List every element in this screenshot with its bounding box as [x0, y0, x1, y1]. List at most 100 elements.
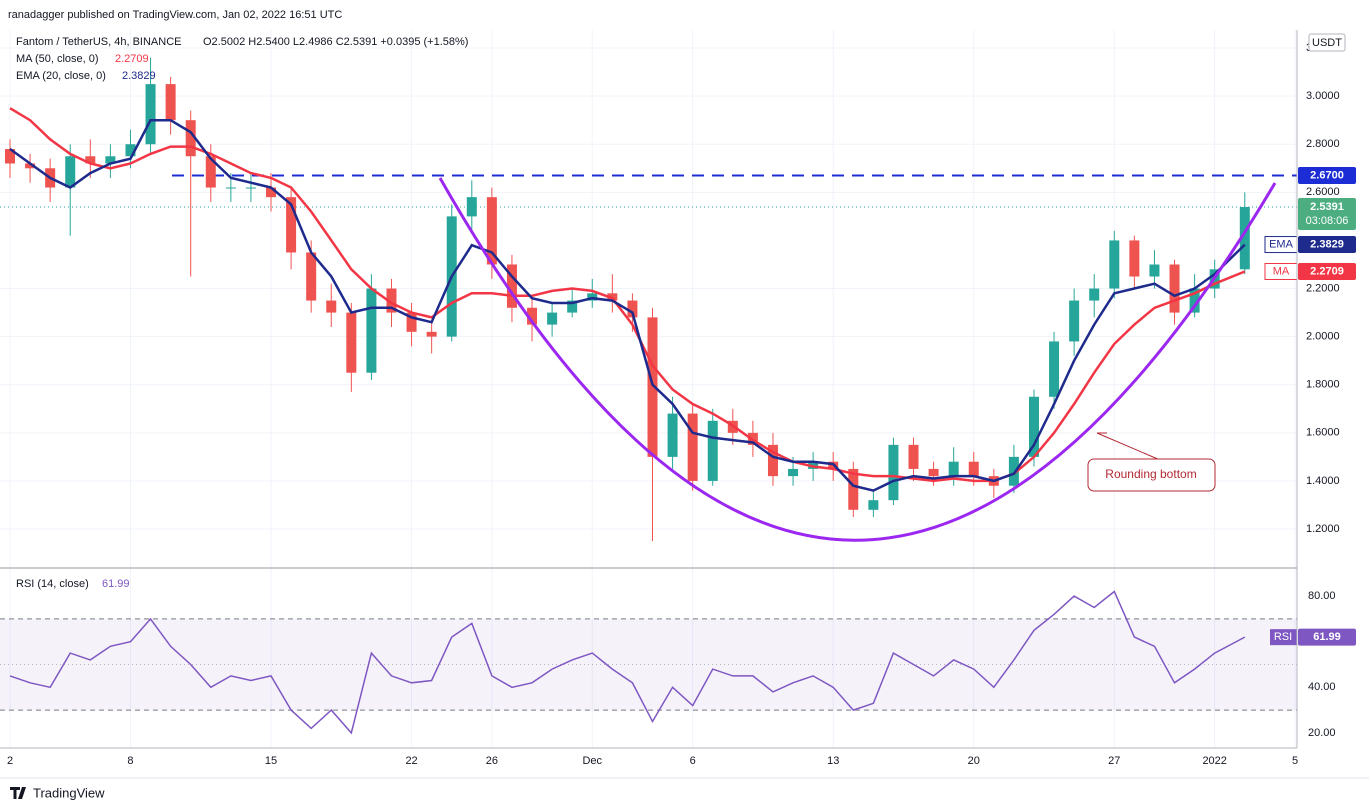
candle-body [1169, 264, 1180, 313]
candle-body [1028, 396, 1039, 457]
candle-body [968, 461, 979, 477]
y-tick-label: 2.0000 [1306, 331, 1340, 343]
candle-body [848, 468, 859, 510]
x-tick-label: 15 [265, 755, 277, 767]
footer-brand: TradingView [33, 785, 105, 800]
y-tick-label: 80.00 [1308, 590, 1336, 602]
y-tick-label: 40.00 [1308, 681, 1336, 693]
x-tick-label: 2022 [1202, 755, 1226, 767]
candle-body [286, 197, 297, 253]
candle-body [888, 444, 899, 501]
legend-ma-value: 2.2709 [115, 53, 149, 65]
candle-body [948, 461, 959, 477]
x-tick-label: 27 [1108, 755, 1120, 767]
candle-body [1239, 206, 1250, 270]
candle-body [1149, 264, 1160, 277]
series-tag-label: EMA [1269, 238, 1294, 250]
candle-body [1129, 240, 1140, 277]
candle-body [506, 264, 517, 308]
candle-body [245, 187, 256, 189]
candle-body [386, 288, 397, 313]
candle-body [165, 84, 176, 121]
candle-body [65, 156, 76, 188]
candle-body [707, 420, 718, 481]
candle-body [567, 300, 578, 313]
x-tick-label: 6 [690, 755, 696, 767]
y-tick-label: 2.8000 [1306, 138, 1340, 150]
candle-body [346, 312, 357, 373]
x-tick-label: 5 [1292, 755, 1298, 767]
y-tick-label: 3.0000 [1306, 90, 1340, 102]
price-badge-value: 2.5391 [1310, 201, 1344, 213]
candle-body [647, 317, 658, 457]
price-badge [1298, 197, 1356, 230]
candle-body [908, 444, 919, 469]
annotation-box [1087, 458, 1216, 492]
candle-body [205, 156, 216, 188]
rsi-badge [1298, 628, 1356, 646]
annotation: Rounding bottom [1105, 467, 1196, 481]
candle-body [306, 252, 317, 301]
candle-body [85, 156, 96, 164]
publisher: ranadagger published on TradingView.com,… [8, 9, 342, 21]
x-tick-label: 2 [7, 755, 13, 767]
candle-body [266, 187, 277, 198]
y-tick-label: 1.4000 [1306, 475, 1340, 487]
series-tag [1270, 629, 1297, 646]
y-tick-label: 20.00 [1308, 727, 1336, 739]
series-badge-value: 2.2709 [1310, 265, 1344, 277]
y-tick-label: 2.6000 [1306, 186, 1340, 198]
candle-body [426, 331, 437, 337]
candle-body [326, 300, 337, 313]
candle-body [5, 149, 15, 164]
candle-body [527, 307, 538, 325]
moving-average-line [9, 118, 1246, 492]
legend-ma: MA (50, close, 0) [16, 53, 99, 65]
candle-body [125, 144, 136, 157]
x-tick-label: 26 [486, 755, 498, 767]
rounding-bottom-curve [438, 177, 1277, 542]
moving-average-line [9, 107, 1246, 483]
logo [10, 787, 26, 799]
legend-rsi: RSI (14, close) [16, 578, 89, 590]
chart-area: 2 8 15 22 26 Dec 6 13 20 27 2022 5 1.2000 1.4000 1.600… [0, 30, 1356, 767]
legend-symbol: Fantom / TetherUS, 4h, BINANCE [16, 36, 181, 48]
legend-ema: EMA (20, close, 0) [16, 70, 106, 82]
candle-body [547, 312, 558, 325]
rsi-badge-value: 61.99 [1313, 631, 1341, 643]
series-tag-label: MA [1273, 265, 1290, 277]
x-tick-label: 13 [827, 755, 839, 767]
currency[interactable]: USDT [1312, 37, 1342, 49]
candle-body [1189, 288, 1200, 313]
series-badge [1298, 236, 1356, 254]
y-tick-label: 1.2000 [1306, 523, 1340, 535]
x-tick-label: 8 [127, 755, 133, 767]
candle-body [1049, 341, 1060, 397]
legend-rsi-value: 61.99 [102, 578, 130, 590]
candle-body [928, 468, 939, 477]
candle-body [366, 288, 377, 373]
series-tag-label: RSI [1274, 631, 1292, 643]
price-countdown: 03:08:06 [1306, 215, 1349, 227]
candle-body [25, 163, 36, 169]
y-tick-label: 1.8000 [1306, 379, 1340, 391]
candle-body [687, 413, 698, 481]
candle-body [105, 156, 116, 164]
candle-body [185, 120, 196, 157]
candle-body [868, 500, 879, 510]
x-tick-label: 22 [405, 755, 417, 767]
currency-box[interactable] [1308, 33, 1346, 52]
resistance-badge-label: 2.6700 [1310, 169, 1344, 181]
candle-body [145, 84, 156, 145]
candle-body [466, 197, 477, 217]
candle-body [1069, 300, 1080, 342]
y-tick-label: 1.6000 [1306, 427, 1340, 439]
annotation-arrow [1096, 432, 1161, 461]
resistance-badge [1298, 167, 1356, 185]
candle-body [627, 300, 638, 318]
candle-body [486, 197, 497, 265]
x-tick-label: 20 [968, 755, 980, 767]
candle-body [667, 413, 678, 457]
rsi-line [9, 590, 1246, 735]
